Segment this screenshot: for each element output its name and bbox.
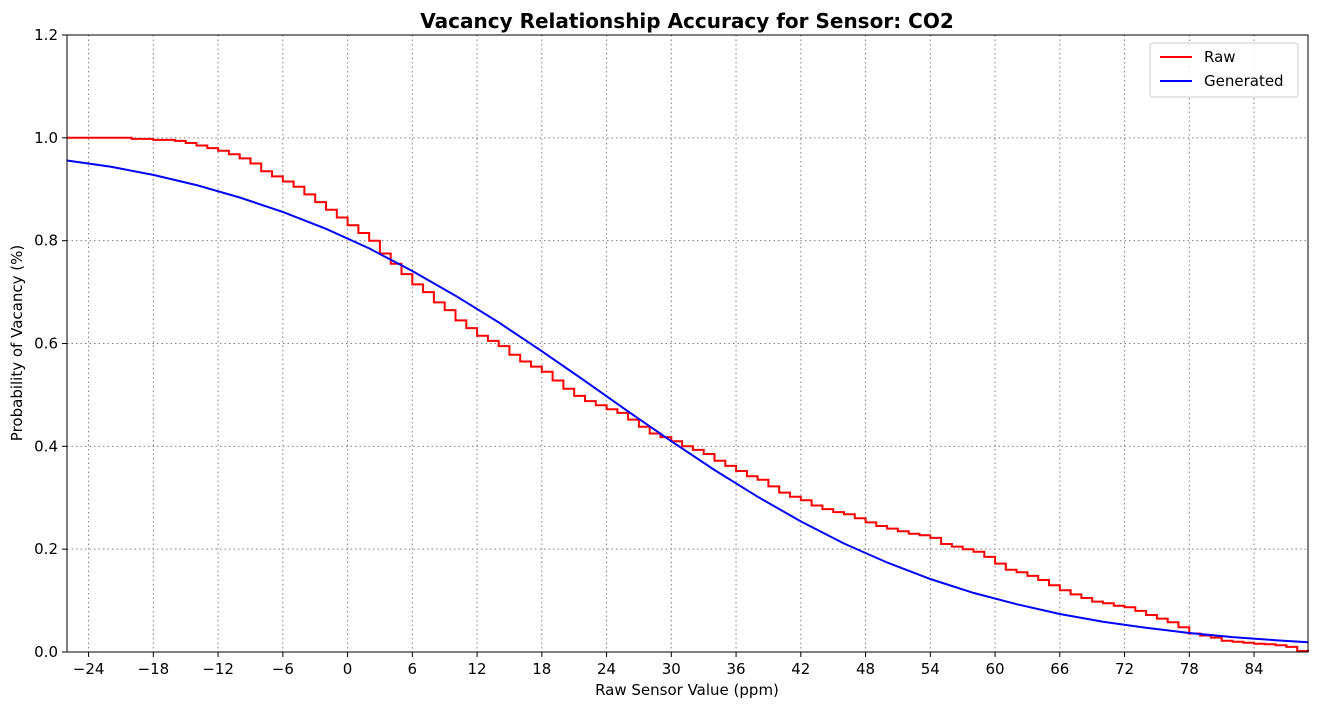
x-tick-label: 66	[1050, 660, 1069, 678]
x-axis: −24 −18 −12 −6 0 6 12 18 24 30 36 42 48 54 60 66 72 78 84	[73, 652, 1264, 678]
x-tick-label: 0	[343, 660, 353, 678]
series-line-raw	[67, 136, 1309, 652]
chart-title: Vacancy Relationship Accuracy for Sensor…	[420, 9, 954, 33]
y-tick-label: 0.0	[34, 643, 58, 661]
series-line-generated	[66, 159, 1309, 644]
x-tick-label: 84	[1244, 660, 1263, 678]
grid	[67, 34, 1308, 653]
x-tick-label: 60	[986, 660, 1005, 678]
x-tick-label: 54	[921, 660, 940, 678]
y-axis: 0.0 0.2 0.4 0.6 0.8 1.0 1.2	[34, 26, 67, 661]
x-tick-label: −12	[202, 660, 234, 678]
y-tick-label: 0.6	[34, 335, 58, 353]
x-tick-label: 12	[468, 660, 487, 678]
legend: Raw Generated	[1149, 42, 1299, 98]
x-axis-label: Raw Sensor Value (ppm)	[595, 681, 779, 699]
y-tick-label: 1.0	[34, 129, 58, 147]
x-tick-label: 24	[597, 660, 616, 678]
x-tick-label: 30	[662, 660, 681, 678]
y-tick-label: 0.8	[34, 232, 58, 250]
plot-frame	[66, 34, 1309, 653]
x-tick-label: 18	[532, 660, 551, 678]
x-tick-label: 6	[408, 660, 418, 678]
x-tick-label: −18	[138, 660, 170, 678]
legend-generated-label: Generated	[1204, 72, 1284, 90]
x-tick-label: −6	[272, 660, 294, 678]
x-tick-label: 72	[1115, 660, 1134, 678]
x-tick-label: −24	[73, 660, 105, 678]
series-layer	[66, 136, 1309, 652]
legend-raw-label: Raw	[1204, 48, 1236, 66]
x-tick-label: 36	[727, 660, 746, 678]
y-tick-label: 1.2	[34, 26, 58, 44]
x-tick-label: 48	[856, 660, 875, 678]
y-axis-label: Probability of Vacancy (%)	[8, 245, 26, 441]
x-tick-label: 78	[1180, 660, 1199, 678]
y-tick-label: 0.2	[34, 540, 58, 558]
x-tick-label: 42	[791, 660, 810, 678]
y-tick-label: 0.4	[34, 437, 58, 455]
